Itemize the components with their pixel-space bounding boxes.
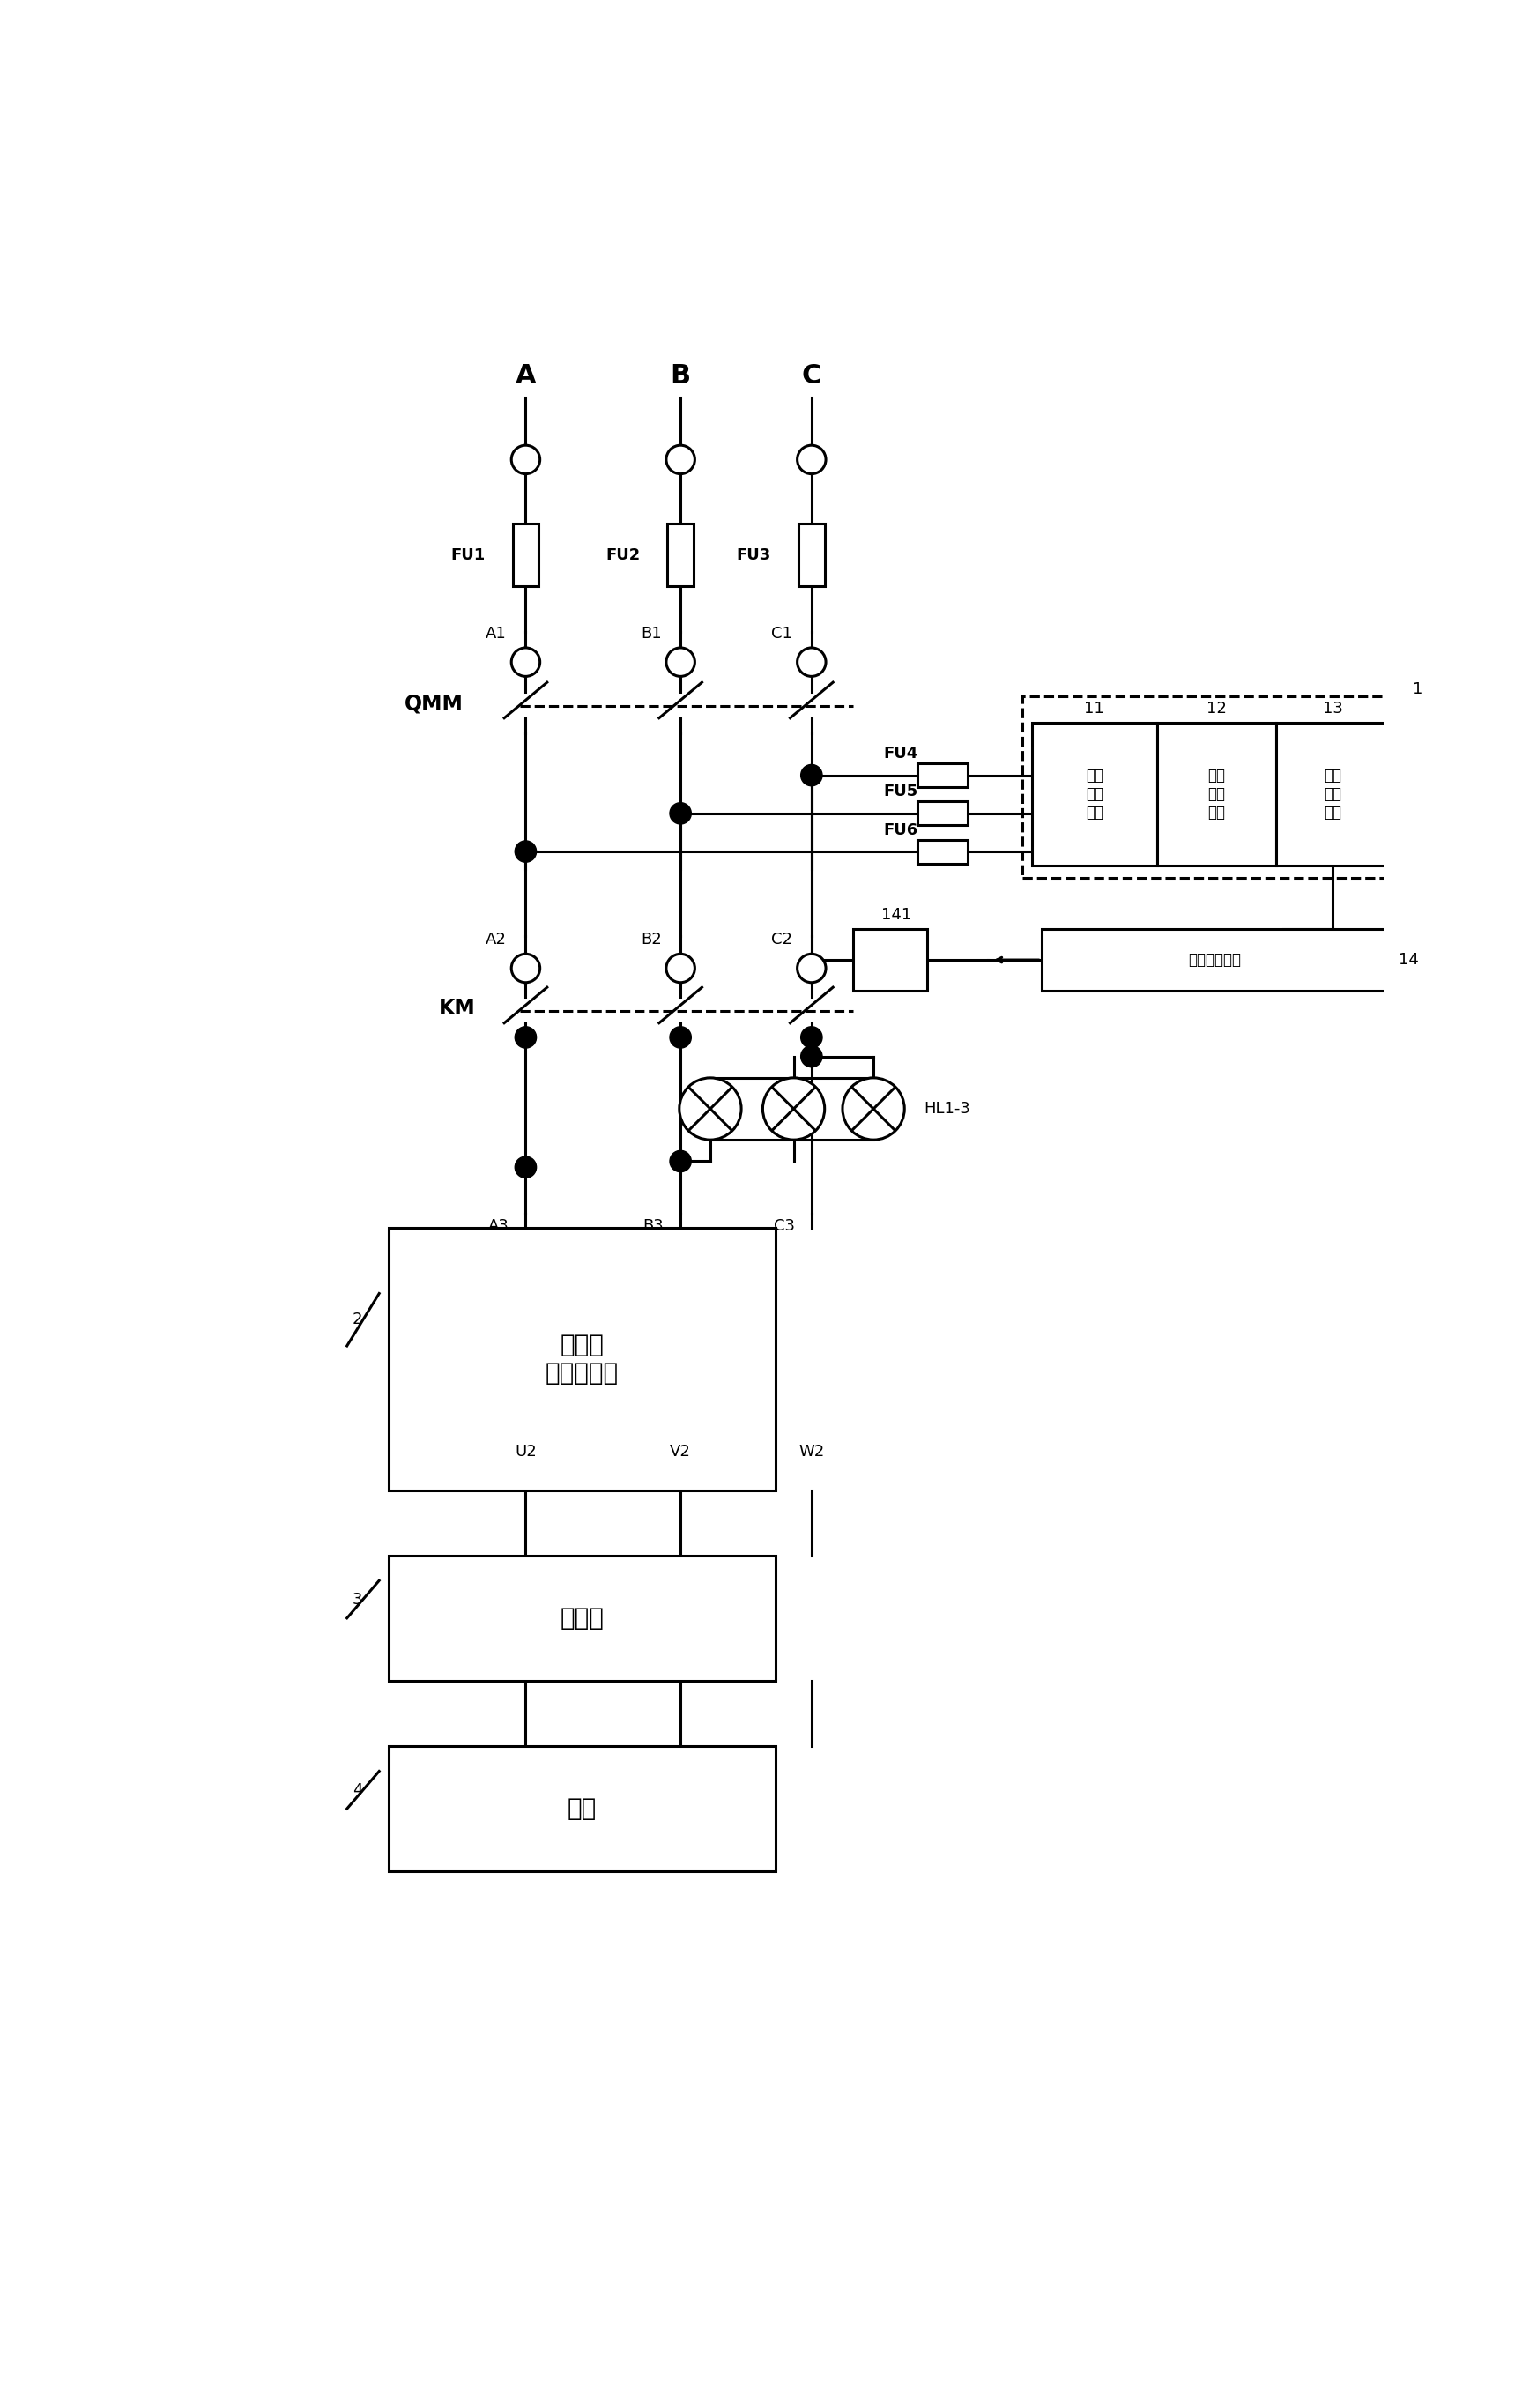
Text: V2: V2 — [670, 1445, 692, 1459]
Bar — [1157, 722, 1276, 867]
Text: A: A — [515, 364, 536, 390]
Bar — [798, 525, 825, 585]
Text: 141: 141 — [881, 908, 911, 922]
Text: C3: C3 — [773, 1218, 795, 1235]
Text: C2: C2 — [772, 932, 793, 949]
Bar — [512, 525, 539, 585]
Circle shape — [798, 648, 825, 677]
Circle shape — [512, 648, 539, 677]
Circle shape — [666, 954, 695, 982]
Text: C1: C1 — [772, 626, 793, 641]
Text: B: B — [670, 364, 690, 390]
Circle shape — [679, 1079, 741, 1139]
Text: 3: 3 — [352, 1592, 363, 1606]
Text: 12: 12 — [1207, 701, 1227, 718]
Circle shape — [670, 1026, 692, 1047]
Text: W2: W2 — [799, 1445, 824, 1459]
Text: 输出控制电路: 输出控制电路 — [1188, 951, 1240, 968]
Text: 采样
输入
电路: 采样 输入 电路 — [1085, 768, 1104, 821]
Text: B2: B2 — [641, 932, 661, 949]
Text: FU1: FU1 — [450, 547, 486, 563]
Circle shape — [801, 1045, 822, 1067]
Bar — [389, 1228, 776, 1491]
Circle shape — [801, 1026, 822, 1047]
Text: 可控硬
功率控制器: 可控硬 功率控制器 — [546, 1332, 619, 1385]
Circle shape — [666, 445, 695, 474]
Text: A1: A1 — [486, 626, 507, 641]
Bar — [918, 840, 968, 864]
Bar — [1276, 722, 1389, 867]
Bar — [1031, 722, 1157, 867]
Circle shape — [670, 802, 692, 824]
Text: FU5: FU5 — [882, 785, 918, 799]
Circle shape — [762, 1079, 825, 1139]
Text: A3: A3 — [487, 1218, 509, 1235]
Circle shape — [512, 954, 539, 982]
Text: 13: 13 — [1323, 701, 1343, 718]
Bar — [389, 1746, 776, 1871]
Text: 功率
放大
电路: 功率 放大 电路 — [1323, 768, 1342, 821]
Bar — [1042, 929, 1386, 990]
Circle shape — [842, 1079, 904, 1139]
Text: B3: B3 — [642, 1218, 664, 1235]
Circle shape — [801, 763, 822, 785]
Text: FU3: FU3 — [736, 547, 772, 563]
Bar — [853, 929, 927, 990]
Text: FU2: FU2 — [606, 547, 639, 563]
Text: QMM: QMM — [404, 694, 464, 715]
Text: FU6: FU6 — [882, 821, 918, 838]
Circle shape — [666, 648, 695, 677]
Text: FU4: FU4 — [882, 746, 918, 761]
Bar — [918, 802, 968, 826]
Circle shape — [670, 1151, 692, 1173]
Bar — [918, 763, 968, 787]
Circle shape — [515, 1026, 536, 1047]
Text: 变压器: 变压器 — [561, 1606, 604, 1630]
Circle shape — [798, 445, 825, 474]
Bar — [389, 1556, 776, 1681]
Circle shape — [515, 840, 536, 862]
Text: U2: U2 — [515, 1445, 536, 1459]
Text: 负载: 负载 — [567, 1796, 596, 1820]
Text: 2: 2 — [352, 1312, 363, 1327]
Text: KM: KM — [440, 999, 475, 1019]
Circle shape — [798, 954, 825, 982]
Bar — [1022, 696, 1403, 877]
Text: A2: A2 — [486, 932, 507, 949]
Circle shape — [512, 445, 539, 474]
Text: 14: 14 — [1399, 951, 1419, 968]
Text: B1: B1 — [641, 626, 661, 641]
Text: 比较
逻辑
电路: 比较 逻辑 电路 — [1208, 768, 1225, 821]
Text: HL1-3: HL1-3 — [924, 1100, 970, 1117]
Text: C: C — [802, 364, 821, 390]
Circle shape — [515, 1156, 536, 1178]
Text: 1: 1 — [1413, 681, 1423, 698]
Bar — [667, 525, 693, 585]
Text: 11: 11 — [1085, 701, 1105, 718]
Text: 4: 4 — [352, 1782, 363, 1799]
